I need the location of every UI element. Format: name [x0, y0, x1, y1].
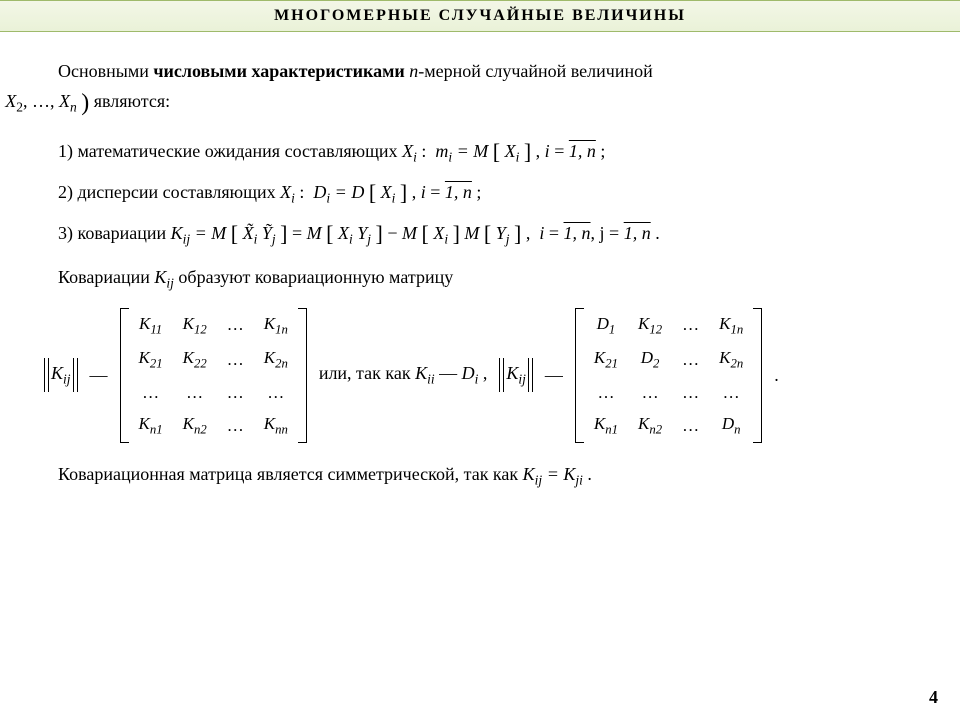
matrix-cell: D2: [628, 342, 672, 377]
matrix-B: D1K12…K1nK21D2…K2n…………Kn1Kn2…Dn: [575, 308, 762, 443]
item3-mid: , j =: [591, 223, 624, 243]
item3-ri: 1, n: [564, 223, 591, 243]
slide-body: Основными числовыми характеристиками n-м…: [0, 32, 960, 491]
item1-formula: Xi: [402, 141, 417, 161]
page-number: 4: [929, 687, 938, 708]
matrix-cell: …: [217, 408, 254, 443]
matrix-cell: …: [628, 377, 672, 409]
item3-end: .: [651, 223, 660, 243]
item-1: 1) математические ожидания составляющих …: [58, 135, 936, 168]
matrix-cell: Kn2: [173, 408, 217, 443]
cov-text: Ковариации: [58, 267, 154, 287]
matrix-cell: K2n: [709, 342, 753, 377]
intro-lead: Основными: [58, 61, 153, 81]
matrix-cell: …: [217, 377, 254, 409]
matrix-cell: Kn1: [584, 408, 628, 443]
matrix-cell: K11: [129, 308, 173, 343]
matrix-cell: Kn2: [628, 408, 672, 443]
matrix-cell: …: [217, 342, 254, 377]
matrix-cell: K21: [584, 342, 628, 377]
or-text: или, так как Kii — Di ,: [319, 360, 488, 390]
symmetric-line: Ковариационная матрица является симметри…: [58, 461, 936, 491]
matrix-cell: D1: [584, 308, 628, 343]
cov-intro: Ковариации Kij образуют ковариационную м…: [58, 264, 936, 294]
matrix-cell: K1n: [254, 308, 298, 343]
sym-text: Ковариационная матрица является симметри…: [58, 464, 523, 484]
matrix-cell: K1n: [709, 308, 753, 343]
matrix-cell: K12: [628, 308, 672, 343]
matrix-cell: …: [217, 308, 254, 343]
matrix-cell: …: [672, 342, 709, 377]
matrix-cell: …: [254, 377, 298, 409]
cov-sym: Kij: [154, 267, 174, 287]
intro-paragraph: Основными числовыми характеристиками n-м…: [24, 58, 936, 121]
matrix-cell: …: [672, 308, 709, 343]
matrix-cell: …: [672, 377, 709, 409]
sym-formula: Kij = Kji: [523, 464, 583, 484]
matrix-cell: Kn1: [129, 408, 173, 443]
matrix-row: Kij — K11K12…K1nK21K22…K2n…………Kn1Kn2…Knn…: [44, 308, 936, 443]
norm-kij-right: Kij: [499, 358, 533, 392]
matrix-cell: Dn: [709, 408, 753, 443]
dash2: —: [545, 362, 563, 389]
cov-tail: образуют ковариационную матрицу: [174, 267, 453, 287]
slide-title: МНОГОМЕРНЫЕ СЛУЧАЙНЫЕ ВЕЛИЧИНЫ: [274, 7, 686, 25]
matrix-cell: K2n: [254, 342, 298, 377]
matrix-cell: Knn: [254, 408, 298, 443]
matrix-cell: …: [129, 377, 173, 409]
dash1: —: [90, 362, 108, 389]
item1-range: 1, n: [569, 141, 596, 161]
item-2: 2) дисперсии составляющих Xi : Di = D [ …: [58, 176, 936, 209]
item-3: 3) ковариации Kij = M [ X̃i Ỹj ] = M [ X…: [58, 217, 936, 250]
matrix-cell: …: [709, 377, 753, 409]
item1-end: ;: [596, 141, 606, 161]
item2-end: ;: [472, 182, 482, 202]
intro-bold: числовыми характеристиками: [153, 61, 409, 81]
final-period: .: [774, 362, 779, 389]
slide-title-banner: МНОГОМЕРНЫЕ СЛУЧАЙНЫЕ ВЕЛИЧИНЫ: [0, 0, 960, 32]
item2-label: 2) дисперсии составляющих: [58, 182, 280, 202]
matrix-cell: …: [584, 377, 628, 409]
item2-range: 1, n: [445, 182, 472, 202]
intro-after-bold-plain: -мерной случайной величиной: [418, 61, 653, 81]
intro-tail: являются:: [94, 91, 170, 111]
matrix-cell: …: [173, 377, 217, 409]
item1-label: 1) математические ожидания составляющих: [58, 141, 402, 161]
matrix-A: K11K12…K1nK21K22…K2n…………Kn1Kn2…Knn: [120, 308, 307, 443]
matrix-cell: …: [672, 408, 709, 443]
item3-rj: 1, n: [624, 223, 651, 243]
intro-after-bold: n: [409, 61, 418, 81]
item3-label: 3) ковариации: [58, 223, 171, 243]
norm-kij-left: Kij: [44, 358, 78, 392]
matrix-cell: K22: [173, 342, 217, 377]
matrix-cell: K12: [173, 308, 217, 343]
matrix-cell: K21: [129, 342, 173, 377]
